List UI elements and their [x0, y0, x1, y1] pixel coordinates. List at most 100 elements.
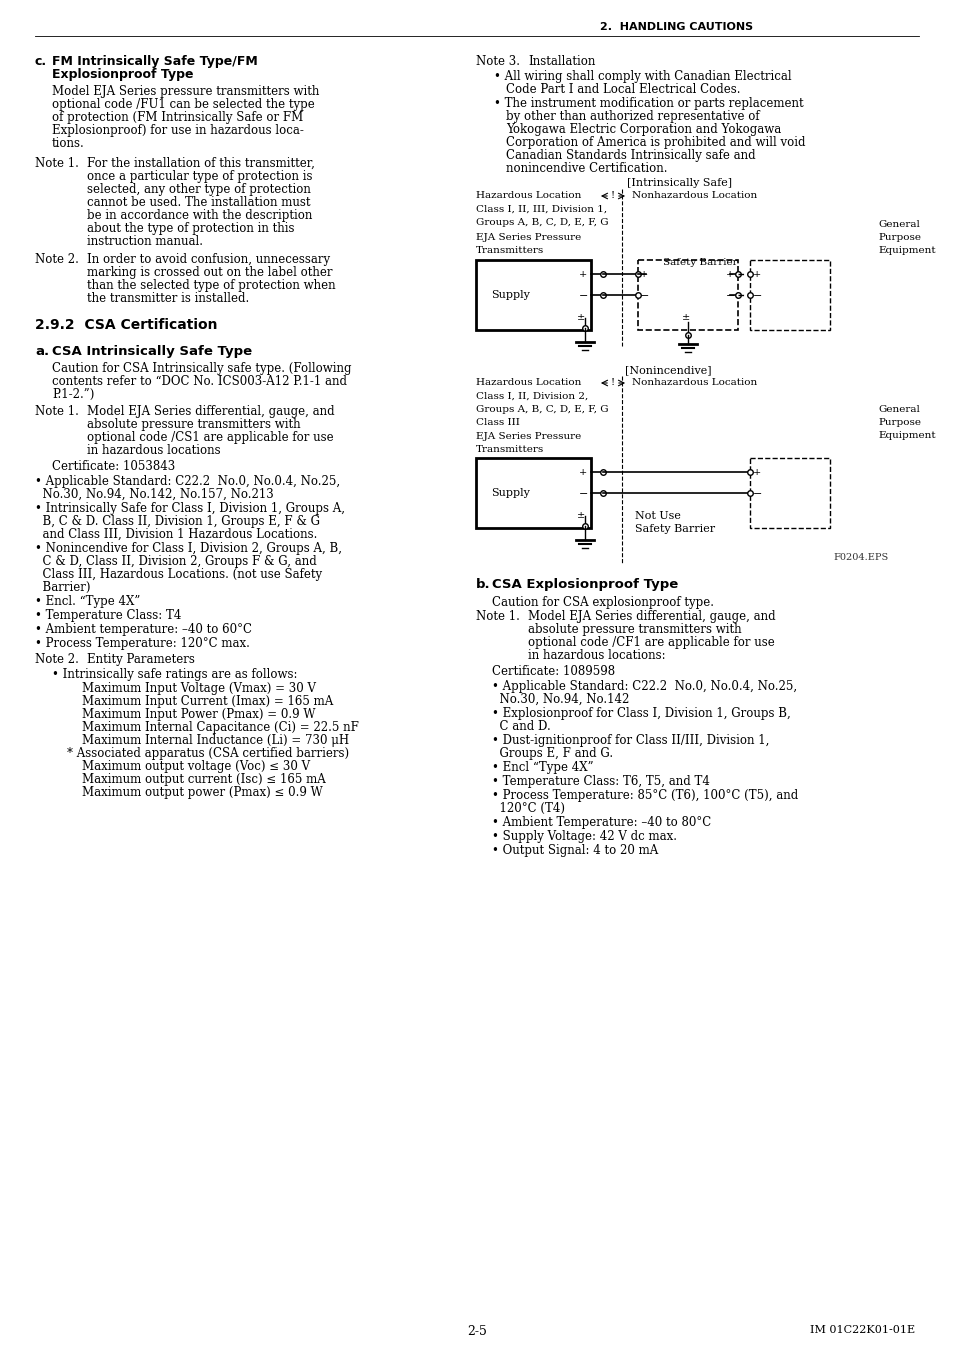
Text: absolute pressure transmitters with: absolute pressure transmitters with: [87, 417, 300, 431]
Text: +: +: [578, 467, 587, 477]
Text: • Encl “Type 4X”: • Encl “Type 4X”: [492, 761, 593, 774]
Text: Barrier): Barrier): [35, 581, 91, 594]
Text: • Intrinsically Safe for Class I, Division 1, Groups A,: • Intrinsically Safe for Class I, Divisi…: [35, 503, 345, 515]
Text: Maximum Input Current (Imax) = 165 mA: Maximum Input Current (Imax) = 165 mA: [52, 694, 333, 708]
Text: Explosionproof) for use in hazardous loca-: Explosionproof) for use in hazardous loc…: [52, 124, 304, 136]
Text: !: !: [610, 378, 615, 386]
Text: +: +: [752, 270, 760, 280]
Text: Model EJA Series pressure transmitters with: Model EJA Series pressure transmitters w…: [52, 85, 319, 99]
Text: Supply: Supply: [491, 488, 529, 499]
Text: F0204.EPS: F0204.EPS: [832, 553, 887, 562]
Text: • Process Temperature: 120°C max.: • Process Temperature: 120°C max.: [35, 638, 250, 650]
Text: −: −: [639, 290, 649, 301]
Text: • All wiring shall comply with Canadian Electrical: • All wiring shall comply with Canadian …: [494, 70, 791, 82]
Text: Note 1.: Note 1.: [476, 611, 519, 623]
Text: Purpose: Purpose: [877, 417, 920, 427]
Text: • Explosionproof for Class I, Division 1, Groups B,: • Explosionproof for Class I, Division 1…: [492, 707, 790, 720]
Text: −: −: [578, 489, 588, 499]
Text: nonincendive Certification.: nonincendive Certification.: [505, 162, 667, 176]
Text: 2-5: 2-5: [467, 1325, 486, 1337]
Bar: [476, 259, 590, 330]
Text: Caution for CSA explosionproof type.: Caution for CSA explosionproof type.: [492, 596, 713, 609]
Text: Transmitters: Transmitters: [476, 246, 543, 255]
Text: optional code /CS1 are applicable for use: optional code /CS1 are applicable for us…: [87, 431, 334, 444]
Text: +: +: [639, 270, 648, 280]
Text: General: General: [877, 220, 919, 230]
Text: marking is crossed out on the label other: marking is crossed out on the label othe…: [87, 266, 333, 280]
Text: Class III: Class III: [476, 417, 519, 427]
Text: in hazardous locations:: in hazardous locations:: [527, 648, 665, 662]
Text: • Nonincendive for Class I, Division 2, Groups A, B,: • Nonincendive for Class I, Division 2, …: [35, 542, 341, 555]
Text: about the type of protection in this: about the type of protection in this: [87, 222, 294, 235]
Text: • Ambient temperature: –40 to 60°C: • Ambient temperature: –40 to 60°C: [35, 623, 252, 636]
Text: P.1-2.”): P.1-2.”): [52, 388, 94, 401]
Text: * Associated apparatus (CSA certified barriers): * Associated apparatus (CSA certified ba…: [52, 747, 349, 761]
Text: in hazardous locations: in hazardous locations: [87, 444, 220, 457]
Text: +: +: [725, 270, 734, 280]
Text: Maximum output power (Pmax) ≤ 0.9 W: Maximum output power (Pmax) ≤ 0.9 W: [52, 786, 322, 798]
Text: Model EJA Series differential, gauge, and: Model EJA Series differential, gauge, an…: [87, 405, 335, 417]
Text: • Intrinsically safe ratings are as follows:: • Intrinsically safe ratings are as foll…: [52, 667, 297, 681]
Text: −: −: [752, 290, 761, 301]
Text: Equipment: Equipment: [877, 246, 935, 255]
Text: Certificate: 1053843: Certificate: 1053843: [52, 459, 175, 473]
Text: ±: ±: [577, 511, 584, 520]
Text: FM Intrinsically Safe Type/FM: FM Intrinsically Safe Type/FM: [52, 55, 257, 68]
Text: • Temperature Class: T4: • Temperature Class: T4: [35, 609, 181, 621]
Text: IM 01C22K01-01E: IM 01C22K01-01E: [809, 1325, 914, 1335]
Text: !: !: [610, 190, 615, 200]
Text: • Dust-ignitionproof for Class II/III, Division 1,: • Dust-ignitionproof for Class II/III, D…: [492, 734, 768, 747]
Text: optional code /FU1 can be selected the type: optional code /FU1 can be selected the t…: [52, 99, 314, 111]
Text: a.: a.: [35, 345, 49, 358]
Text: No.30, No.94, No.142: No.30, No.94, No.142: [492, 693, 629, 707]
Text: Safety Barrier: Safety Barrier: [662, 258, 737, 267]
Text: For the installation of this transmitter,: For the installation of this transmitter…: [87, 157, 314, 170]
Text: CSA Intrinsically Safe Type: CSA Intrinsically Safe Type: [52, 345, 252, 358]
Text: the transmitter is installed.: the transmitter is installed.: [87, 292, 249, 305]
Text: than the selected type of protection when: than the selected type of protection whe…: [87, 280, 335, 292]
Text: Groups A, B, C, D, E, F, G: Groups A, B, C, D, E, F, G: [476, 218, 608, 227]
Text: Hazardous Location: Hazardous Location: [476, 378, 580, 386]
Bar: [749, 458, 829, 528]
Text: Canadian Standards Intrinsically safe and: Canadian Standards Intrinsically safe an…: [505, 149, 755, 162]
Text: Class I, II, Division 2,: Class I, II, Division 2,: [476, 392, 588, 401]
Text: of protection (FM Intrinsically Safe or FM: of protection (FM Intrinsically Safe or …: [52, 111, 303, 124]
Text: Maximum Input Power (Pmax) = 0.9 W: Maximum Input Power (Pmax) = 0.9 W: [52, 708, 315, 721]
Text: [Nonincendive]: [Nonincendive]: [624, 365, 711, 376]
Text: ±: ±: [577, 313, 584, 322]
Text: Transmitters: Transmitters: [476, 444, 543, 454]
Text: −: −: [752, 489, 761, 499]
Text: CSA Explosionproof Type: CSA Explosionproof Type: [492, 578, 678, 590]
Text: Nonhazardous Location: Nonhazardous Location: [631, 190, 757, 200]
Text: Class III, Hazardous Locations. (not use Safety: Class III, Hazardous Locations. (not use…: [35, 567, 322, 581]
Text: Note 3.: Note 3.: [476, 55, 519, 68]
Text: Note 2.: Note 2.: [35, 653, 79, 666]
Text: 2.  HANDLING CAUTIONS: 2. HANDLING CAUTIONS: [599, 22, 752, 32]
Text: Groups A, B, C, D, E, F, G: Groups A, B, C, D, E, F, G: [476, 405, 608, 413]
Text: Equipment: Equipment: [877, 431, 935, 440]
Text: EJA Series Pressure: EJA Series Pressure: [476, 432, 580, 440]
Text: Hazardous Location: Hazardous Location: [476, 190, 580, 200]
Text: selected, any other type of protection: selected, any other type of protection: [87, 182, 311, 196]
Text: optional code /CF1 are applicable for use: optional code /CF1 are applicable for us…: [527, 636, 774, 648]
Text: Class I, II, III, Division 1,: Class I, II, III, Division 1,: [476, 205, 606, 213]
Text: Nonhazardous Location: Nonhazardous Location: [631, 378, 757, 386]
Text: C and D.: C and D.: [492, 720, 550, 734]
Text: General: General: [877, 405, 919, 413]
Text: Supply: Supply: [491, 290, 529, 300]
Text: Installation: Installation: [527, 55, 595, 68]
Text: be in accordance with the description: be in accordance with the description: [87, 209, 312, 222]
Text: 2.9.2  CSA Certification: 2.9.2 CSA Certification: [35, 317, 217, 332]
Text: C & D, Class II, Division 2, Groups F & G, and: C & D, Class II, Division 2, Groups F & …: [35, 555, 316, 567]
Text: 120°C (T4): 120°C (T4): [492, 802, 564, 815]
Text: No.30, No.94, No.142, No.157, No.213: No.30, No.94, No.142, No.157, No.213: [35, 488, 274, 501]
Text: −: −: [725, 290, 735, 301]
Text: Note 1.: Note 1.: [35, 405, 79, 417]
Text: • Encl. “Type 4X”: • Encl. “Type 4X”: [35, 594, 140, 608]
Text: Maximum Input Voltage (Vmax) = 30 V: Maximum Input Voltage (Vmax) = 30 V: [52, 682, 315, 694]
Text: Note 1.: Note 1.: [35, 157, 79, 170]
Text: • Ambient Temperature: –40 to 80°C: • Ambient Temperature: –40 to 80°C: [492, 816, 711, 830]
Bar: [749, 259, 829, 330]
Text: Explosionproof Type: Explosionproof Type: [52, 68, 193, 81]
Text: • Applicable Standard: C22.2  No.0, No.0.4, No.25,: • Applicable Standard: C22.2 No.0, No.0.…: [492, 680, 797, 693]
